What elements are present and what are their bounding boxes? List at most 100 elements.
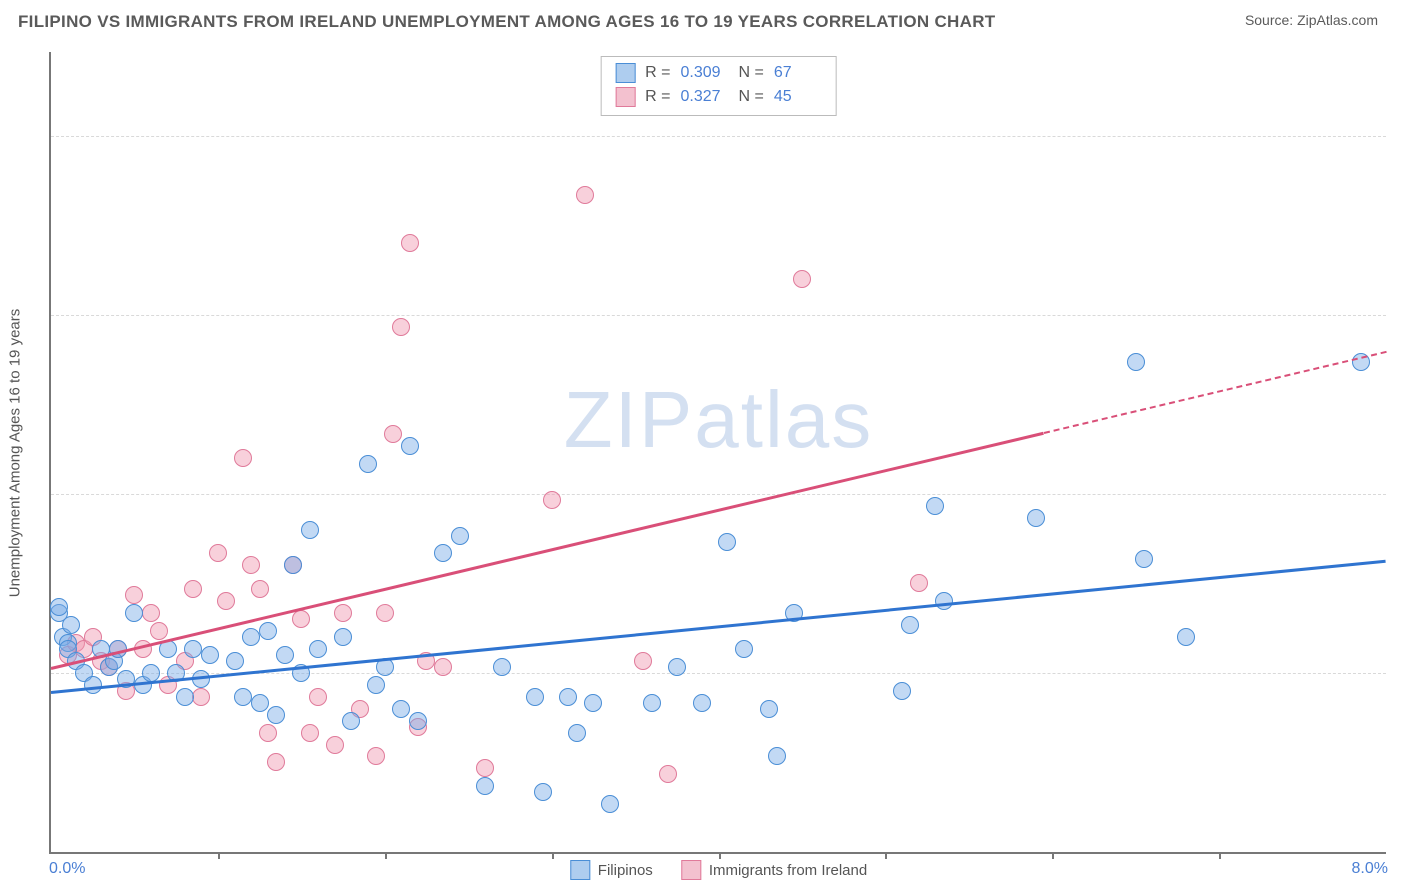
data-point [735,640,753,658]
chart-title: FILIPINO VS IMMIGRANTS FROM IRELAND UNEM… [18,12,995,32]
watermark: ZIPatlas [564,374,873,466]
data-point [267,753,285,771]
r-value-a: 0.309 [681,61,729,85]
data-point [259,724,277,742]
trend-line [51,432,1045,670]
x-tick [552,852,554,859]
stats-row-b: R = 0.327 N = 45 [615,85,822,109]
data-point [226,652,244,670]
data-point [893,682,911,700]
source-attribution: Source: ZipAtlas.com [1245,12,1378,28]
data-point [401,234,419,252]
data-point [301,724,319,742]
x-tick [218,852,220,859]
x-max-label: 8.0% [1352,860,1388,878]
data-point [910,574,928,592]
n-value-a: 67 [774,61,822,85]
data-point [184,580,202,598]
data-point [367,676,385,694]
data-point [935,592,953,610]
data-point [125,586,143,604]
data-point [209,544,227,562]
data-point [693,694,711,712]
stats-legend: R = 0.309 N = 67 R = 0.327 N = 45 [600,56,837,116]
data-point [643,694,661,712]
data-point [451,527,469,545]
data-point [84,676,102,694]
r-label: R = [645,61,670,85]
data-point [326,736,344,754]
y-tick-label: 60.0% [1394,127,1406,145]
data-point [1127,353,1145,371]
data-point [718,533,736,551]
data-point [62,616,80,634]
data-point [334,604,352,622]
data-point [793,270,811,288]
data-point [1177,628,1195,646]
data-point [434,658,452,676]
data-point [276,646,294,664]
chart-container: Unemployment Among Ages 16 to 19 years Z… [49,52,1386,854]
gridline-h [51,136,1386,137]
data-point [267,706,285,724]
data-point [401,437,419,455]
data-point [184,640,202,658]
n-label: N = [739,85,764,109]
y-axis-title: Unemployment Among Ages 16 to 19 years [7,309,24,598]
gridline-h [51,494,1386,495]
data-point [543,491,561,509]
n-label: N = [739,61,764,85]
data-point [50,598,68,616]
data-point [768,747,786,765]
data-point [392,700,410,718]
series-legend: Filipinos Immigrants from Ireland [570,860,867,880]
data-point [476,777,494,795]
swatch-ireland [615,87,635,107]
data-point [760,700,778,718]
data-point [234,449,252,467]
data-point [568,724,586,742]
legend-label-b: Immigrants from Ireland [709,862,867,879]
data-point [534,783,552,801]
data-point [242,556,260,574]
data-point [201,646,219,664]
data-point [634,652,652,670]
source-link[interactable]: ZipAtlas.com [1297,12,1378,28]
y-tick-label: 45.0% [1394,306,1406,324]
data-point [926,497,944,515]
data-point [251,694,269,712]
data-point [150,622,168,640]
data-point [376,604,394,622]
data-point [584,694,602,712]
y-tick-label: 15.0% [1394,664,1406,682]
data-point [559,688,577,706]
data-point [284,556,302,574]
data-point [301,521,319,539]
data-point [668,658,686,676]
source-prefix: Source: [1245,12,1297,28]
data-point [292,610,310,628]
swatch-filipinos [615,63,635,83]
n-value-b: 45 [774,85,822,109]
x-tick [885,852,887,859]
data-point [392,318,410,336]
data-point [384,425,402,443]
data-point [242,628,260,646]
data-point [234,688,252,706]
data-point [367,747,385,765]
data-point [176,688,194,706]
data-point [434,544,452,562]
data-point [901,616,919,634]
data-point [342,712,360,730]
data-point [476,759,494,777]
data-point [1135,550,1153,568]
data-point [1027,509,1045,527]
data-point [309,688,327,706]
data-point [409,712,427,730]
data-point [576,186,594,204]
data-point [251,580,269,598]
y-tick-label: 30.0% [1394,485,1406,503]
x-tick [385,852,387,859]
data-point [217,592,235,610]
data-point [142,664,160,682]
